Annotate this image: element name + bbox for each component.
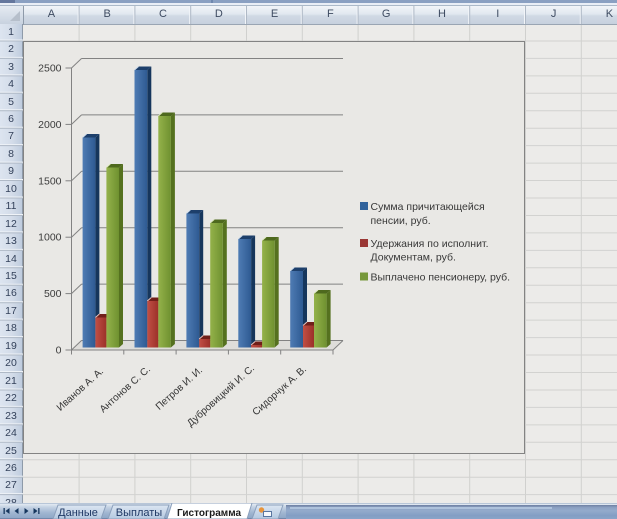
svg-text:Документам, руб.: Документам, руб. [371, 252, 456, 264]
svg-text:Антонов С. С.: Антонов С. С. [98, 364, 153, 415]
svg-text:Данные: Данные [58, 507, 98, 519]
svg-text:Сидорчук А. В.: Сидорчук А. В. [251, 364, 309, 418]
svg-text:1500: 1500 [38, 175, 62, 187]
svg-text:0: 0 [56, 345, 62, 357]
svg-text:Выплачено пенсионеру, руб.: Выплачено пенсионеру, руб. [371, 272, 511, 284]
svg-text:Сумма причитающейся: Сумма причитающейся [371, 201, 485, 213]
svg-text:2500: 2500 [38, 63, 62, 75]
svg-text:Выплаты: Выплаты [116, 507, 163, 519]
svg-text:Удержания по исполнит.: Удержания по исполнит. [371, 238, 489, 250]
svg-text:Гистограмма: Гистограмма [177, 508, 242, 519]
svg-text:2000: 2000 [38, 119, 62, 131]
svg-text:Петров И. И.: Петров И. И. [154, 365, 205, 413]
svg-text:пенсии, руб.: пенсии, руб. [371, 215, 431, 227]
svg-text:1000: 1000 [38, 232, 62, 244]
svg-text:500: 500 [44, 288, 62, 300]
